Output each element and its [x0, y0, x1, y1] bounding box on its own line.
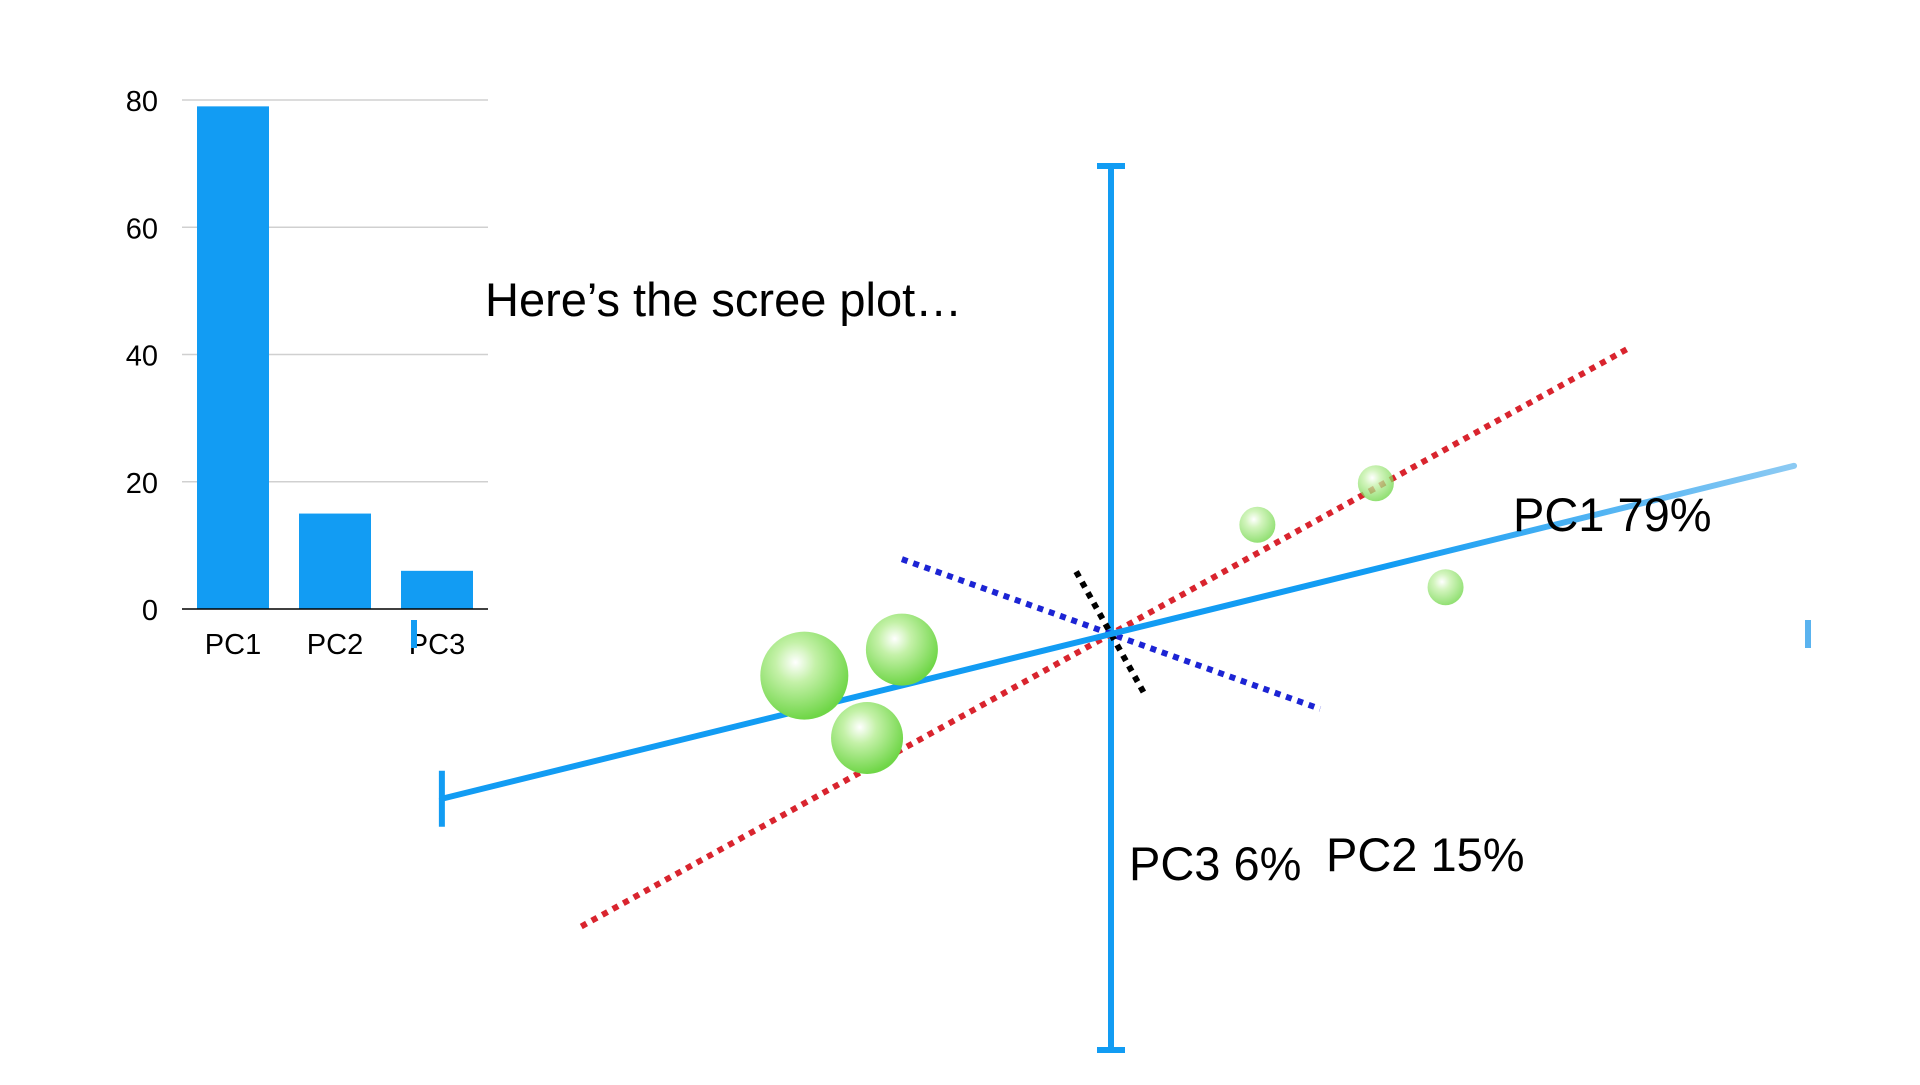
bar-pc2 [299, 513, 371, 609]
y-tick-label: 40 [126, 341, 158, 373]
data-point [1357, 465, 1394, 502]
y-tick-label: 0 [142, 595, 158, 627]
x-tick-label: PC1 [205, 629, 261, 661]
y-tick-label: 20 [126, 468, 158, 500]
data-point [1427, 569, 1464, 606]
pc2-variance-label: PC2 15% [1326, 828, 1525, 881]
fitted-line [438, 462, 1798, 802]
pca-diagram [411, 163, 1811, 1053]
bar-pc3 [401, 570, 473, 609]
data-point [760, 631, 849, 720]
pc2-dotted-line [900, 556, 1322, 712]
data-point [1239, 506, 1276, 543]
y-tick-label: 60 [126, 213, 158, 245]
scree-caption: Here’s the scree plot… [485, 273, 963, 326]
pc3-variance-label: PC3 6% [1129, 837, 1302, 890]
data-point [865, 613, 938, 686]
pc1-variance-label: PC1 79% [1513, 488, 1712, 541]
data-point [831, 702, 904, 774]
x-tick-label: PC2 [307, 629, 363, 661]
bar-pc1 [197, 106, 269, 610]
y-tick-label: 80 [126, 86, 158, 118]
